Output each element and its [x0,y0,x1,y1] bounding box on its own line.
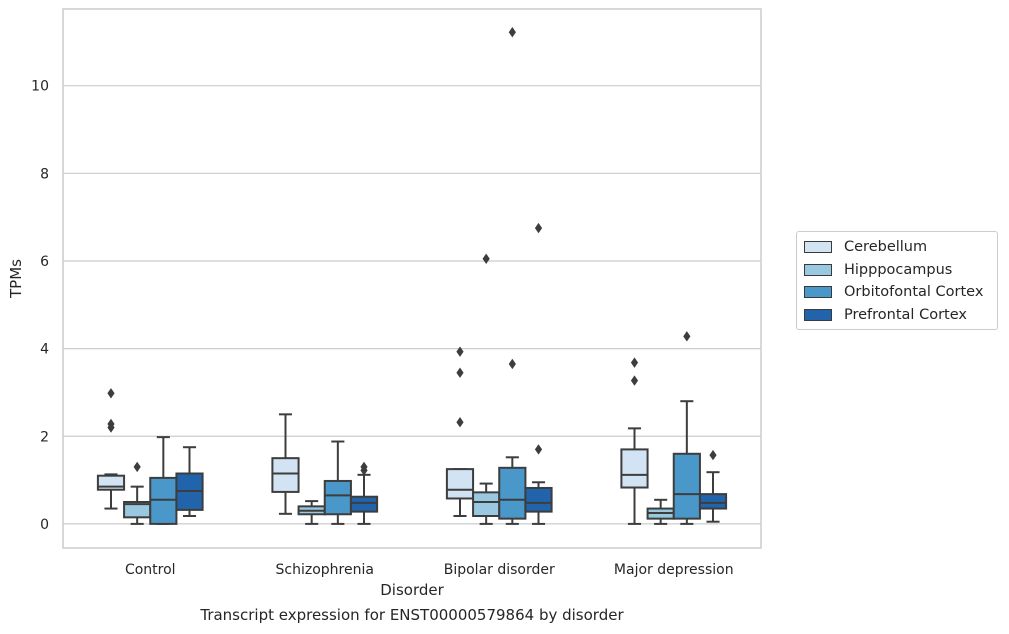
outlier-point [360,461,368,473]
box-orbitofontal-cortex [323,479,352,516]
y-tick-label: 8 [40,166,49,182]
outlier-point [630,375,639,386]
x-axis-label: Disorder [380,581,444,599]
box-cerebellum [271,457,300,493]
plot-frame [62,8,762,549]
outlier-point [456,417,464,428]
legend-label: Orbitofontal Cortex [844,284,984,301]
outlier-point [630,357,639,368]
legend-label: Prefrontal Cortex [844,306,967,323]
outlier-point [534,222,543,234]
box-prefrontal-cortex [698,493,728,510]
legend-swatch [804,308,832,321]
box-orbitofontal-cortex [498,466,527,520]
chart-caption: Transcript expression for ENST0000057986… [200,606,624,624]
y-tick-label: 0 [40,517,49,533]
x-tick-label: Schizophrenia [276,562,374,578]
legend-item: Cerebellum [797,236,997,259]
outlier-point [107,388,115,399]
outlier-point [456,346,464,357]
legend-label: Cerebellum [844,239,928,256]
legend-swatch [804,241,832,254]
box-cerebellum [445,468,475,500]
outlier-point [683,331,691,342]
box-orbitofontal-cortex [149,476,178,525]
box-cerebellum [620,448,649,489]
box-prefrontal-cortex [524,486,553,513]
y-axis-label: TPMs [7,259,25,299]
box-orbitofontal-cortex [672,452,701,520]
x-tick-label: Major depression [614,562,734,578]
outlier-point [456,367,464,378]
box-hipppocampus [472,491,501,518]
box-prefrontal-cortex [349,495,379,513]
y-tick-label: 4 [40,342,49,358]
y-tick-label: 10 [31,79,49,95]
legend-item: Prefrontal Cortex [797,304,997,327]
outlier-point [107,418,115,430]
outlier-point [133,461,141,473]
y-tick-label: 6 [40,254,49,270]
legend: Cerebellum Hipppocampus Orbitofontal Corte… [796,231,998,330]
legend-swatch [804,286,832,299]
outlier-point [508,27,516,38]
legend-item: Hipppocampus [797,259,997,282]
outlier-point [709,449,717,461]
outlier-point [482,253,490,264]
legend-item: Orbitofontal Cortex [797,281,997,304]
legend-swatch [804,263,832,276]
y-tick-label: 2 [40,429,49,445]
x-tick-label: Bipolar disorder [444,562,555,578]
x-tick-label: Control [125,562,176,578]
legend-label: Hipppocampus [844,261,953,278]
outlier-point [534,444,543,455]
outlier-point [508,358,516,370]
